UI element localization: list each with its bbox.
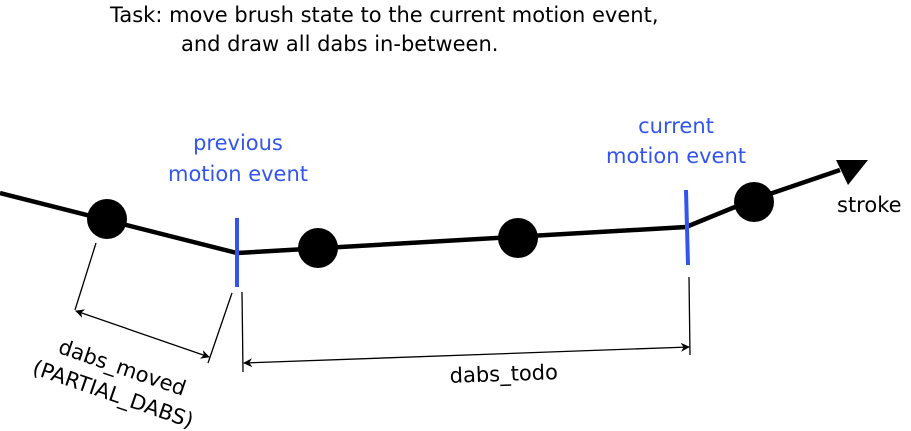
task-line-1: Task: move brush state to the current mo…	[109, 3, 659, 27]
stroke-arrowhead	[836, 160, 868, 185]
dab	[298, 228, 338, 268]
dabs-moved-label: dabs_moved (PARTIAL_DABS)	[29, 335, 196, 431]
previous-event-label-line-2: motion event	[168, 162, 308, 186]
dabs-moved-dimension-arrow	[75, 309, 210, 359]
previous-event-label-line-1: previous	[193, 131, 283, 155]
current-motion-event-marker	[684, 189, 690, 266]
dab	[87, 199, 127, 239]
dab	[734, 182, 774, 222]
dabs-todo-extension-right	[688, 276, 691, 356]
stroke-label: stroke	[837, 193, 902, 217]
dab	[498, 218, 538, 258]
current-event-label-line-1: current	[638, 114, 714, 138]
current-event-label-line-2: motion event	[606, 144, 746, 168]
dabs-moved-extension-left	[74, 242, 97, 311]
dabs-todo-extension-left	[241, 291, 244, 373]
stroke-path	[0, 167, 841, 256]
task-line-2: and draw all dabs in-between.	[181, 32, 498, 56]
dabs-todo-dimension-arrow	[243, 342, 690, 368]
dabs-todo-label: dabs_todo	[449, 360, 558, 389]
dabs-moved-extension-right	[207, 292, 233, 364]
